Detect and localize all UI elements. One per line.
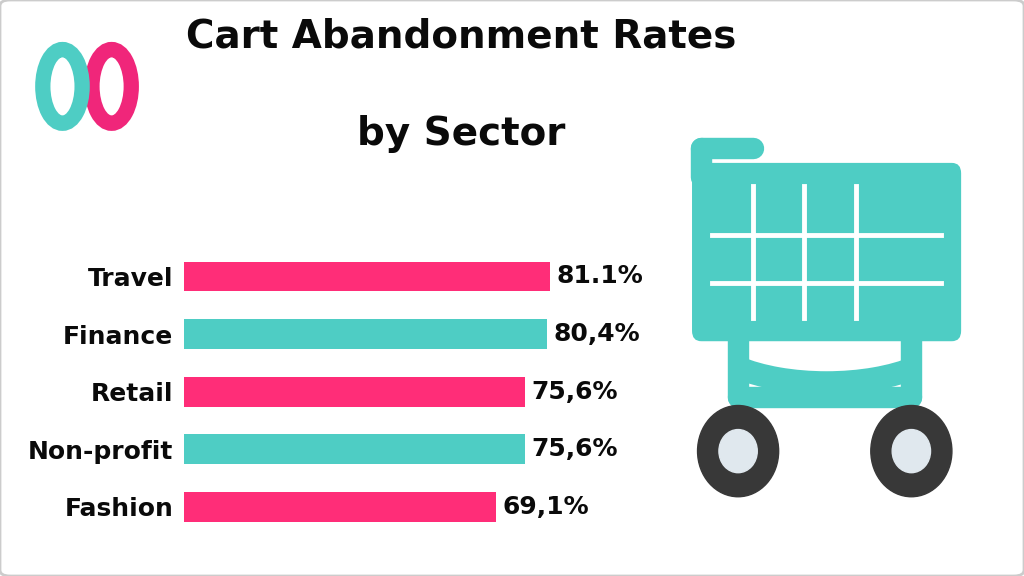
Bar <box>184 434 525 464</box>
Circle shape <box>719 430 758 473</box>
Text: Cart Abandonment Rates: Cart Abandonment Rates <box>185 17 736 55</box>
Bar <box>184 262 550 291</box>
Text: 69,1%: 69,1% <box>503 495 589 519</box>
Text: by Sector: by Sector <box>356 115 565 153</box>
Text: 75,6%: 75,6% <box>531 437 618 461</box>
Text: 75,6%: 75,6% <box>531 380 618 404</box>
Text: 80,4%: 80,4% <box>553 322 640 346</box>
Circle shape <box>870 406 952 497</box>
Bar <box>184 377 525 407</box>
Text: 81.1%: 81.1% <box>556 264 643 289</box>
FancyBboxPatch shape <box>692 163 962 341</box>
Bar <box>184 492 496 522</box>
Circle shape <box>892 430 931 473</box>
Circle shape <box>697 406 778 497</box>
Bar <box>184 319 547 349</box>
